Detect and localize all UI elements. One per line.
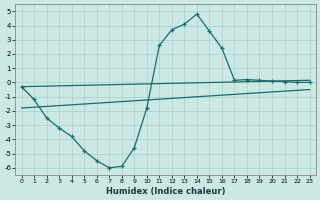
- X-axis label: Humidex (Indice chaleur): Humidex (Indice chaleur): [106, 187, 225, 196]
